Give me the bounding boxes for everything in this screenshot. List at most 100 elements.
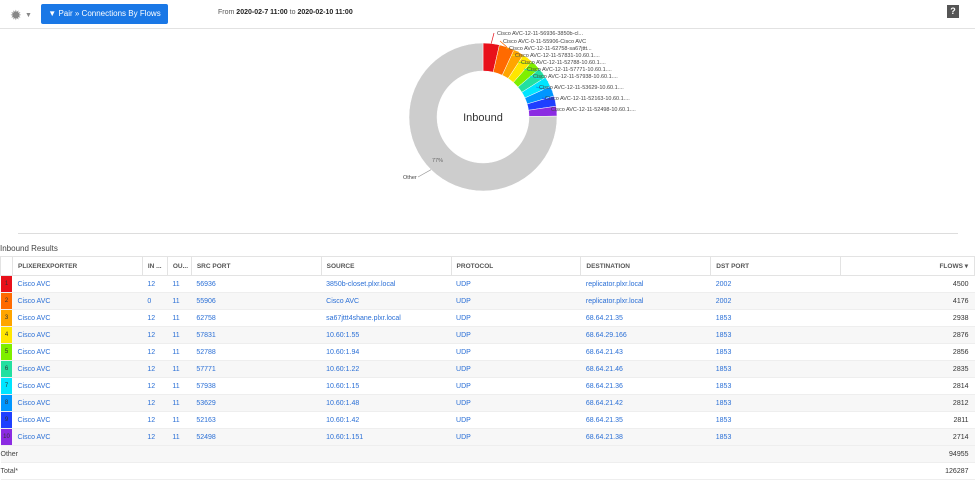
column-header[interactable]: OU... [166, 256, 192, 276]
cell-src-port[interactable]: 62758 [191, 309, 322, 327]
cell-source[interactable]: 10.60:1.55 [321, 326, 452, 344]
cell-out[interactable]: 11 [167, 360, 192, 378]
cell-dst-port[interactable]: 1853 [710, 326, 841, 344]
cell-exporter[interactable]: Cisco AVC [12, 343, 143, 361]
cell-out[interactable]: 11 [167, 411, 192, 429]
cell-exporter[interactable]: Cisco AVC [12, 428, 143, 446]
cell-exporter[interactable]: Cisco AVC [12, 275, 143, 293]
cell-protocol[interactable]: UDP [451, 343, 581, 361]
cell-src-port[interactable]: 57831 [191, 326, 322, 344]
column-header[interactable]: FLOWS ▾ [840, 256, 975, 276]
cell-protocol[interactable]: UDP [451, 326, 581, 344]
cell-in[interactable]: 12 [142, 377, 168, 395]
cell-dst-port[interactable]: 2002 [710, 292, 841, 310]
cell-src-port[interactable]: 52788 [191, 343, 322, 361]
cell-destination[interactable]: 68.64.21.36 [580, 377, 711, 395]
pair-connections-button[interactable]: ▼ Pair » Connections By Flows [41, 4, 168, 24]
cell-dst-port[interactable]: 1853 [710, 343, 841, 361]
cell-source[interactable]: 10.60:1.22 [321, 360, 452, 378]
help-icon[interactable]: ? [947, 5, 959, 18]
table-row[interactable]: 6 Cisco AVC 12 11 57771 10.60:1.22 UDP 68.64.21… [0, 360, 975, 378]
cell-source[interactable]: 10.60:1.48 [321, 394, 452, 412]
cell-destination[interactable]: 68.64.21.38 [580, 428, 711, 446]
cell-protocol[interactable]: UDP [451, 309, 581, 327]
cell-protocol[interactable]: UDP [451, 360, 581, 378]
cell-exporter[interactable]: Cisco AVC [12, 326, 143, 344]
cell-in[interactable]: 0 [142, 292, 168, 310]
table-row[interactable]: 9 Cisco AVC 12 11 52163 10.60:1.42 UDP 68.64.21… [0, 411, 975, 429]
cell-out[interactable]: 11 [167, 275, 192, 293]
cell-protocol[interactable]: UDP [451, 411, 581, 429]
cell-exporter[interactable]: Cisco AVC [12, 394, 143, 412]
cell-in[interactable]: 12 [142, 343, 168, 361]
cell-out[interactable]: 11 [167, 394, 192, 412]
cell-in[interactable]: 12 [142, 309, 168, 327]
cell-protocol[interactable]: UDP [451, 292, 581, 310]
cell-in[interactable]: 12 [142, 275, 168, 293]
cell-exporter[interactable]: Cisco AVC [12, 292, 143, 310]
cell-in[interactable]: 12 [142, 411, 168, 429]
cell-dst-port[interactable]: 1853 [710, 394, 841, 412]
cell-out[interactable]: 11 [167, 377, 192, 395]
cell-source[interactable]: sa67jttt4shane.plxr.local [321, 309, 452, 327]
column-header[interactable]: SOURCE [320, 256, 452, 276]
cell-dst-port[interactable]: 1853 [710, 309, 841, 327]
column-header[interactable]: IN ... [141, 256, 168, 276]
table-row[interactable]: 10 Cisco AVC 12 11 52498 10.60:1.151 UDP 68.64.… [0, 428, 975, 446]
cell-destination[interactable]: 68.64.21.43 [580, 343, 711, 361]
table-row[interactable]: 3 Cisco AVC 12 11 62758 sa67jttt4shane.plxr.l… [0, 309, 975, 327]
column-header[interactable]: SRC PORT [190, 256, 322, 276]
cell-in[interactable]: 12 [142, 360, 168, 378]
table-row[interactable]: 4 Cisco AVC 12 11 57831 10.60:1.55 UDP 68.64.29… [0, 326, 975, 344]
cell-out[interactable]: 11 [167, 292, 192, 310]
cell-protocol[interactable]: UDP [451, 394, 581, 412]
table-row[interactable]: 7 Cisco AVC 12 11 57938 10.60:1.15 UDP 68.64.21… [0, 377, 975, 395]
cell-src-port[interactable]: 57771 [191, 360, 322, 378]
table-row[interactable]: 5 Cisco AVC 12 11 52788 10.60:1.94 UDP 68.64.21… [0, 343, 975, 361]
cell-src-port[interactable]: 55906 [191, 292, 322, 310]
cell-out[interactable]: 11 [167, 428, 192, 446]
cell-source[interactable]: 10.60:1.94 [321, 343, 452, 361]
cell-protocol[interactable]: UDP [451, 428, 581, 446]
settings-gear-icon[interactable]: ✹ ▼ [10, 7, 32, 23]
cell-out[interactable]: 11 [167, 326, 192, 344]
column-header[interactable]: DESTINATION [580, 256, 712, 276]
cell-destination[interactable]: 68.64.29.166 [580, 326, 711, 344]
cell-destination[interactable]: 68.64.21.35 [580, 309, 711, 327]
cell-out[interactable]: 11 [167, 309, 192, 327]
cell-dst-port[interactable]: 1853 [710, 377, 841, 395]
cell-src-port[interactable]: 53629 [191, 394, 322, 412]
cell-dst-port[interactable]: 2002 [710, 275, 841, 293]
cell-exporter[interactable]: Cisco AVC [12, 377, 143, 395]
cell-exporter[interactable]: Cisco AVC [12, 411, 143, 429]
cell-destination[interactable]: 68.64.21.35 [580, 411, 711, 429]
cell-src-port[interactable]: 52163 [191, 411, 322, 429]
cell-source[interactable]: 10.60:1.15 [321, 377, 452, 395]
cell-source[interactable]: 10.60:1.42 [321, 411, 452, 429]
pie-slice[interactable] [408, 42, 558, 192]
table-row[interactable]: 2 Cisco AVC 0 11 55906 Cisco AVC UDP replicator… [0, 292, 975, 310]
cell-dst-port[interactable]: 1853 [710, 360, 841, 378]
cell-src-port[interactable]: 57938 [191, 377, 322, 395]
cell-dst-port[interactable]: 1853 [710, 428, 841, 446]
cell-in[interactable]: 12 [142, 394, 168, 412]
cell-out[interactable]: 11 [167, 343, 192, 361]
table-row[interactable]: 1 Cisco AVC 12 11 56936 3850b-closet.plxr.loc… [0, 275, 975, 293]
cell-destination[interactable]: 68.64.21.46 [580, 360, 711, 378]
cell-dst-port[interactable]: 1853 [710, 411, 841, 429]
cell-source[interactable]: Cisco AVC [321, 292, 452, 310]
cell-exporter[interactable]: Cisco AVC [12, 360, 143, 378]
cell-in[interactable]: 12 [142, 326, 168, 344]
cell-src-port[interactable]: 52498 [191, 428, 322, 446]
cell-destination[interactable]: replicator.plxr.local [580, 292, 711, 310]
cell-destination[interactable]: replicator.plxr.local [580, 275, 711, 293]
column-header[interactable]: DST PORT [710, 256, 842, 276]
column-header[interactable]: PLIXEREXPORTER [11, 256, 143, 276]
cell-destination[interactable]: 68.64.21.42 [580, 394, 711, 412]
cell-source[interactable]: 3850b-closet.plxr.local [321, 275, 452, 293]
cell-src-port[interactable]: 56936 [191, 275, 322, 293]
table-row[interactable]: 8 Cisco AVC 12 11 53629 10.60:1.48 UDP 68.64.21… [0, 394, 975, 412]
column-header[interactable]: PROTOCOL [450, 256, 582, 276]
cell-source[interactable]: 10.60:1.151 [321, 428, 452, 446]
cell-exporter[interactable]: Cisco AVC [12, 309, 143, 327]
